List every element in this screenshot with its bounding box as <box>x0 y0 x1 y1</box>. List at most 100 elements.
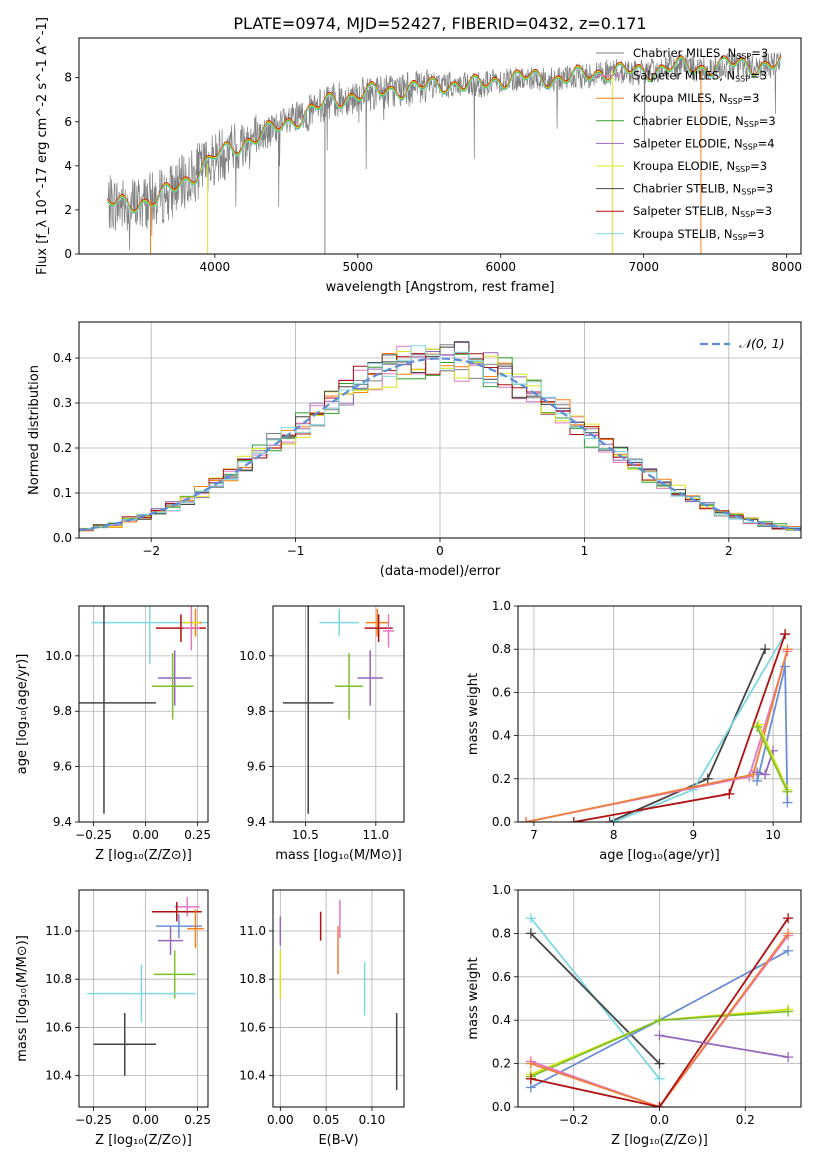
series-line <box>530 932 789 1107</box>
y-tick-label: 0.3 <box>53 396 72 410</box>
x-tick-label: 0.10 <box>359 1113 386 1127</box>
y-tick-label: 1.0 <box>492 883 511 897</box>
y-axis-label: age [log₁₀(age/yr)] <box>15 654 30 775</box>
axes-frame <box>78 605 209 823</box>
x-axis-label: Z [log₁₀(Z/Z⊙)] <box>611 1133 708 1148</box>
axes-frame <box>78 889 209 1108</box>
legend-entry: 𝒩(0, 1) <box>739 336 785 351</box>
y-tick-label: 10.6 <box>45 1020 72 1034</box>
legend: Chabrier MILES, NSSP=3 Salpeter MILES, NS… <box>596 46 776 242</box>
x-tick-label: −0.25 <box>75 1113 112 1127</box>
data-point-marker <box>752 775 763 786</box>
x-axis-label: E(B-V) <box>318 1133 358 1148</box>
y-axis-label: Normed distribution <box>27 365 42 495</box>
data-point-marker <box>748 769 759 780</box>
x-axis-label: mass [log₁₀(M/M⊙)] <box>275 848 402 863</box>
axes-residuals: −2 −1 0 1 2 0.0 0.1 0.2 0.3 0.4 (data-model)/error… <box>27 321 802 579</box>
y-tick-label: 10.8 <box>45 972 72 986</box>
x-tick-label: 8 <box>610 828 618 842</box>
y-tick-label: 0.8 <box>492 642 511 656</box>
y-tick-label: 0.4 <box>492 729 511 743</box>
data-point-marker <box>604 817 615 822</box>
x-tick-label: 11.0 <box>362 828 389 842</box>
axes-frame <box>272 605 405 823</box>
y-tick-label: 0 <box>64 247 72 261</box>
legend-entry: Chabrier MILES, NSSP=3 <box>633 46 768 61</box>
data-point-marker <box>783 945 794 956</box>
plot-area <box>279 899 398 1091</box>
legend: 𝒩(0, 1) <box>700 336 785 351</box>
y-tick-label: 0.0 <box>492 815 511 829</box>
x-axis-label: (data-model)/error <box>380 564 501 579</box>
axes-massweight_vs_Z: −0.2 0.0 0.2 0.0 0.2 0.4 0.6 0.8 1.0 Z [log₁₀(Z/Z… <box>466 883 802 1148</box>
y-tick-label: 0.4 <box>53 351 72 365</box>
data-point-marker <box>520 817 531 822</box>
y-tick-label: 0.4 <box>492 1013 511 1027</box>
y-tick-label: 8 <box>64 71 72 85</box>
axes-frame <box>78 37 802 255</box>
y-tick-label: 10.6 <box>239 1020 266 1034</box>
x-tick-label: 5000 <box>343 260 374 274</box>
y-tick-label: 11.0 <box>239 924 266 938</box>
data-point-marker <box>654 1015 665 1026</box>
plot-area <box>87 897 204 1076</box>
x-tick-label: 0.0 <box>650 1113 669 1127</box>
data-point-marker <box>525 1058 536 1069</box>
axes-mass_vs_EBV: 0.00 0.05 0.10 10.4 10.6 10.8 11.0 E(B-V) <box>239 889 405 1148</box>
series-line <box>530 917 789 1107</box>
series-line <box>525 651 789 822</box>
plot-area <box>79 606 208 814</box>
x-axis-label: Z [log₁₀(Z/Z⊙)] <box>95 848 192 863</box>
x-axis-label: Z [log₁₀(Z/Z⊙)] <box>95 1133 192 1148</box>
x-tick-label: 0.2 <box>736 1113 755 1127</box>
x-tick-label: 7000 <box>628 260 659 274</box>
data-point-marker <box>568 817 579 822</box>
y-tick-label: 9.6 <box>247 760 266 774</box>
y-tick-label: 0.2 <box>53 441 72 455</box>
data-point-marker <box>702 773 713 784</box>
x-tick-label: 9 <box>690 828 698 842</box>
y-tick-label: 0.0 <box>53 531 72 545</box>
plot-area <box>282 606 395 814</box>
legend-entry: Chabrier STELIB, NSSP=3 <box>633 182 773 197</box>
x-axis-label: wavelength [Angstrom, rest frame] <box>326 280 555 295</box>
series-line <box>573 633 786 822</box>
y-axis-label: Flux [f_λ 10^-17 erg cm^-2 s^-1 A^-1] <box>35 17 50 275</box>
data-point-marker <box>654 1073 665 1084</box>
y-tick-label: 10.0 <box>45 649 72 663</box>
axes-frame <box>78 321 802 539</box>
y-tick-label: 11.0 <box>45 924 72 938</box>
x-tick-label: 7 <box>530 828 538 842</box>
x-tick-label: 6000 <box>485 260 516 274</box>
y-tick-label: 0.6 <box>492 685 511 699</box>
axes-spectrum: 4000 5000 6000 7000 8000 0 2 4 6 8 wavelength [Ang… <box>35 17 802 295</box>
y-tick-label: 0.8 <box>492 926 511 940</box>
data-point-marker <box>753 719 764 730</box>
y-tick-label: 1.0 <box>492 599 511 613</box>
y-tick-label: 9.4 <box>247 815 266 829</box>
y-axis-label: mass weight <box>466 673 481 755</box>
legend-entry: Chabrier ELODIE, NSSP=3 <box>633 114 776 129</box>
x-tick-label: 0 <box>436 544 444 558</box>
axes-frame <box>517 605 802 823</box>
series-line <box>756 726 789 793</box>
data-point-marker <box>654 1030 665 1041</box>
x-tick-label: −1 <box>287 544 305 558</box>
data-point-marker <box>752 721 763 732</box>
axes-age_vs_mass: 10.5 11.0 9.4 9.6 9.8 10.0 mass [log₁₀(M/M⊙)] <box>239 605 405 863</box>
axes-massweight_vs_age: 7 8 9 10 0.0 0.2 0.4 0.6 0.8 1.0 age [log₁₀(age/yr… <box>466 599 802 863</box>
axes-frame <box>517 889 802 1108</box>
data-point-marker <box>760 644 771 655</box>
data-point-marker <box>525 913 536 924</box>
legend-entry: Salpeter ELODIE, NSSP=4 <box>633 136 775 151</box>
data-point-marker <box>724 788 735 799</box>
data-point-marker <box>782 797 793 808</box>
y-tick-label: 2 <box>64 203 72 217</box>
data-point-marker <box>608 817 619 822</box>
plot-area <box>520 629 793 822</box>
data-point-marker <box>525 1082 536 1093</box>
axes-age_vs_Z: −0.25 0.00 0.25 9.4 9.6 9.8 10.0 Z [log₁₀(Z/Z⊙)… <box>15 605 211 863</box>
data-point-marker <box>525 1073 536 1084</box>
x-tick-label: 4000 <box>200 260 231 274</box>
